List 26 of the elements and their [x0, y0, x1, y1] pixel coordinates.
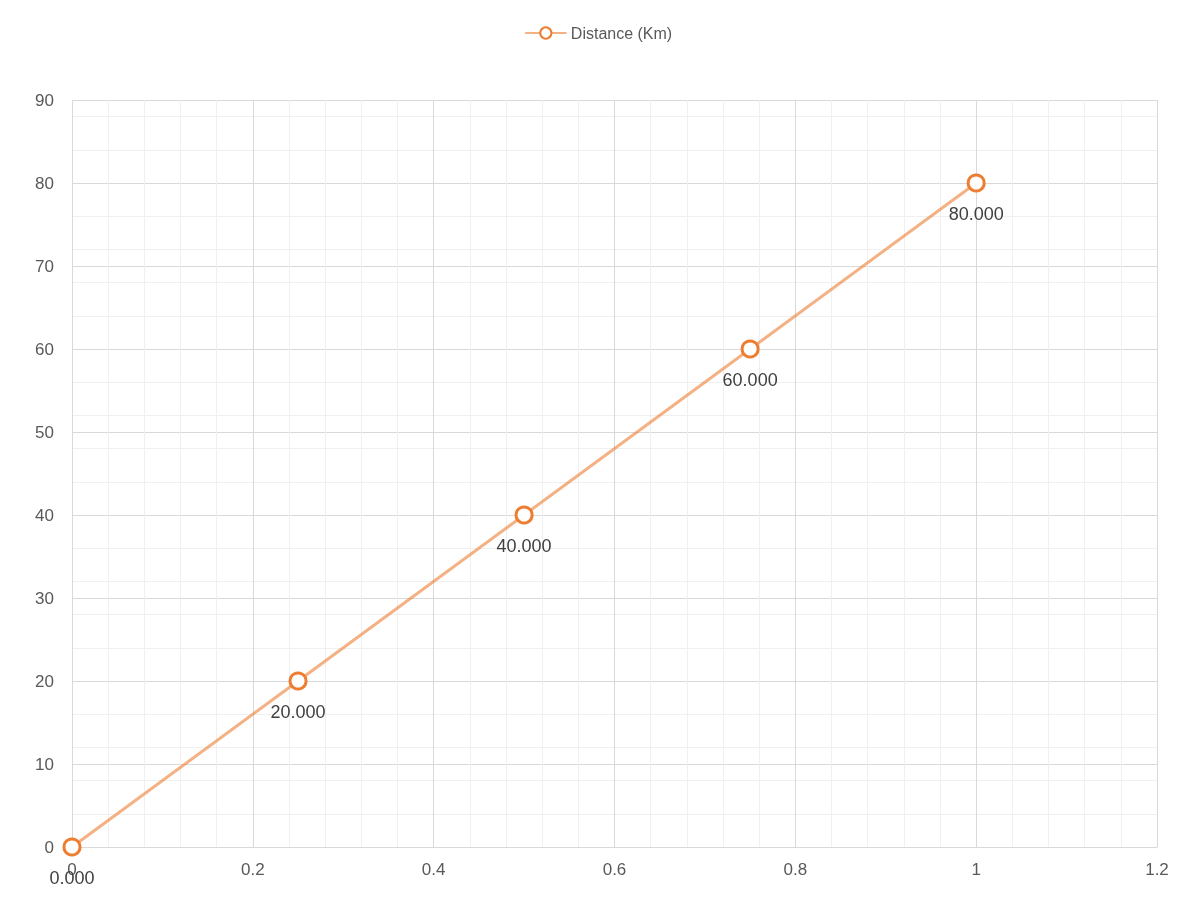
x-tick-label: 0.8: [783, 860, 808, 879]
data-label: 80.000: [948, 203, 1004, 224]
x-tick-label: 0.4: [421, 860, 446, 879]
y-tick-label: 70: [35, 256, 54, 276]
x-tick-label: 0.6: [602, 860, 627, 879]
point: [514, 505, 534, 525]
point: [288, 671, 308, 691]
x-tick-label: 1.2: [1145, 860, 1169, 879]
data-label: 20.000: [270, 701, 326, 722]
point: [62, 837, 82, 857]
y-tick-label: 20: [35, 671, 54, 691]
y-tick-label: 90: [35, 90, 54, 110]
y-tick-label: 10: [35, 754, 54, 774]
y-tick-label: 50: [35, 422, 54, 442]
y-tick-label: 60: [35, 339, 54, 359]
data-label: 40.000: [496, 535, 552, 556]
x-tick-label: 0.2: [241, 860, 265, 879]
x-tick-label: 1: [971, 860, 981, 879]
y-tick-label: 0: [44, 837, 54, 857]
y-tick-label: 30: [35, 588, 54, 608]
legend-label: Distance (Km): [570, 24, 673, 42]
y-tick-label: 80: [35, 173, 54, 193]
data-label: 60.000: [722, 369, 778, 390]
y-tick-label: 40: [35, 505, 54, 525]
point: [740, 339, 760, 359]
point: [966, 173, 986, 193]
